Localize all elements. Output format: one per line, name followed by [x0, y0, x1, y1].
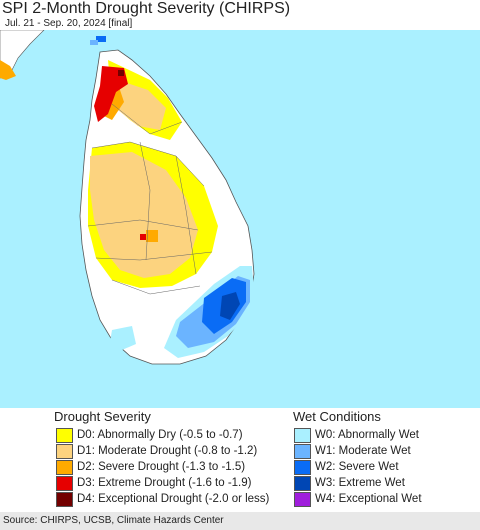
wet-legend-label: W2: Severe Wet [315, 461, 399, 473]
drought-legend-swatch [56, 427, 73, 443]
wet-legend-item: W0: Abnormally Wet [294, 427, 419, 443]
wet-legend-title: Wet Conditions [293, 409, 381, 424]
w3-zone [220, 292, 240, 320]
wet-legend-swatch [294, 443, 311, 459]
drought-legend-item: D4: Exceptional Drought (-2.0 or less) [56, 491, 269, 507]
drought-legend-swatch [56, 443, 73, 459]
drought-legend-item: D2: Severe Drought (-1.3 to -1.5) [56, 459, 245, 475]
wet-legend-label: W0: Abnormally Wet [315, 429, 419, 441]
drought-legend-swatch [56, 491, 73, 507]
drought-legend-label: D0: Abnormally Dry (-0.5 to -0.7) [77, 429, 243, 441]
drought-legend-title: Drought Severity [54, 409, 151, 424]
map-subtitle: Jul. 21 - Sep. 20, 2024 [final] [5, 18, 133, 29]
wet-legend-swatch [294, 427, 311, 443]
wet-legend-label: W3: Extreme Wet [315, 477, 405, 489]
source-footer: Source: CHIRPS, UCSB, Climate Hazards Ce… [0, 512, 480, 530]
map-title: SPI 2-Month Drought Severity (CHIRPS) [2, 0, 291, 17]
wet-legend-label: W1: Moderate Wet [315, 445, 411, 457]
d1-zone-north [112, 78, 166, 130]
drought-legend-label: D3: Extreme Drought (-1.6 to -1.9) [77, 477, 252, 489]
wet-legend-item: W1: Moderate Wet [294, 443, 411, 459]
wet-legend-item: W3: Extreme Wet [294, 475, 405, 491]
drought-legend-label: D4: Exceptional Drought (-2.0 or less) [77, 493, 270, 505]
wet-legend-swatch [294, 459, 311, 475]
drought-legend-item: D0: Abnormally Dry (-0.5 to -0.7) [56, 427, 243, 443]
d3-zone-central [140, 234, 146, 240]
drought-legend-label: D2: Severe Drought (-1.3 to -1.5) [77, 461, 246, 473]
wet-legend-item: W2: Severe Wet [294, 459, 399, 475]
wet-legend-swatch [294, 475, 311, 491]
wet-legend-swatch [294, 491, 311, 507]
d4-zone [118, 70, 124, 76]
drought-legend-swatch [56, 459, 73, 475]
w0-zone-south [110, 326, 136, 350]
district-boundaries [87, 103, 213, 295]
drought-legend-swatch [56, 475, 73, 491]
drought-legend-item: D1: Moderate Drought (-0.8 to -1.2) [56, 443, 257, 459]
india-drought-patch [0, 60, 16, 80]
wet-legend-label: W4: Exceptional Wet [315, 493, 422, 505]
drought-map [0, 30, 480, 408]
d2-zone-central [146, 230, 158, 242]
d3-zone-north [94, 66, 128, 122]
drought-legend-item: D3: Extreme Drought (-1.6 to -1.9) [56, 475, 251, 491]
drought-legend-label: D1: Moderate Drought (-0.8 to -1.2) [77, 445, 258, 457]
wet-legend-item: W4: Exceptional Wet [294, 491, 422, 507]
india-wet-patch [96, 36, 106, 42]
india-landmass [0, 30, 45, 79]
d1-zone-west [90, 152, 198, 278]
